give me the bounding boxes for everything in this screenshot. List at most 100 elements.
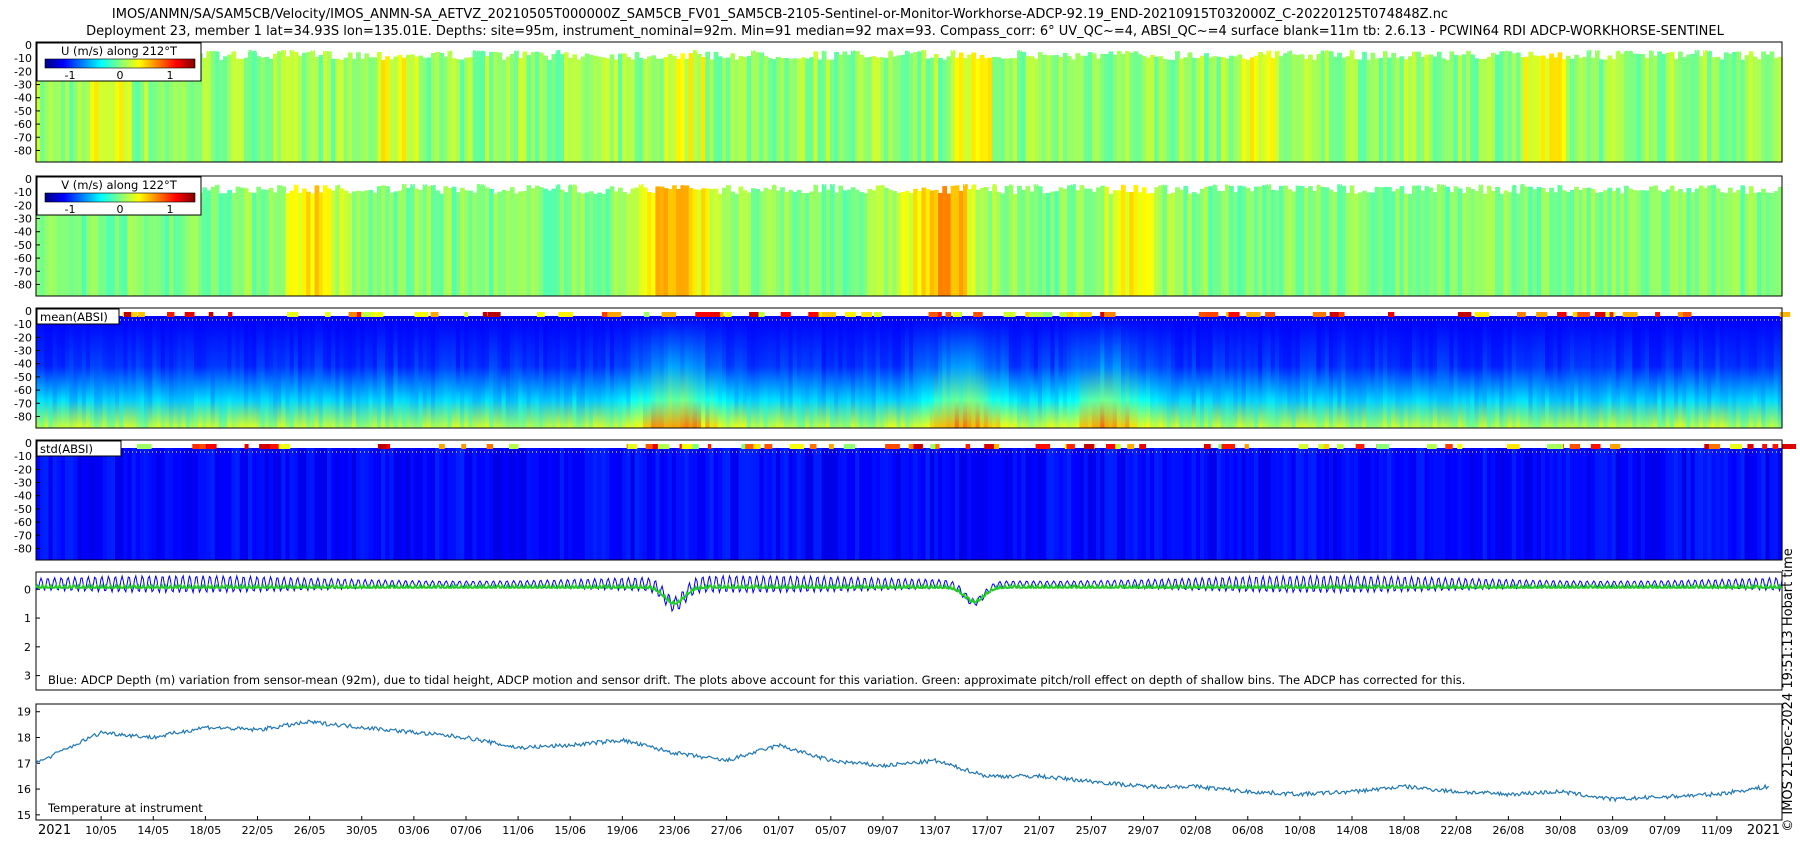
heatmap-cell — [1478, 59, 1484, 162]
heatmap-cell — [144, 448, 149, 560]
y-tick-label: -70 — [14, 529, 32, 542]
heatmap-cell — [950, 50, 956, 162]
heatmap-cell — [1312, 59, 1317, 162]
heatmap-cell — [285, 448, 291, 560]
heatmap-cell — [805, 58, 810, 162]
panel-frame — [35, 307, 1783, 429]
surface-noise-cell — [1228, 312, 1240, 317]
heatmap-cell — [846, 54, 852, 162]
heatmap-cell — [551, 54, 557, 162]
heatmap-cell — [339, 59, 345, 162]
heatmap-cell — [1511, 53, 1517, 162]
heatmap-cell — [1644, 448, 1650, 560]
heatmap-cell — [460, 59, 465, 162]
heatmap-cell — [813, 184, 819, 296]
heatmap-cell — [1736, 189, 1742, 296]
heatmap-cell — [1711, 316, 1717, 428]
heatmap-cell — [655, 448, 661, 560]
heatmap-cell — [1540, 188, 1546, 296]
heatmap-cell — [539, 316, 544, 428]
heatmap-cell — [231, 51, 237, 162]
heatmap-cell — [472, 50, 478, 162]
surface-noise-cell — [124, 312, 132, 317]
heatmap-cell — [90, 56, 95, 162]
heatmap-cell — [792, 191, 798, 296]
heatmap-cell — [879, 448, 885, 560]
surface-noise-cell — [1084, 444, 1094, 449]
heatmap-cell — [1777, 316, 1783, 428]
heatmap-cell — [385, 56, 390, 162]
pitch-roll-series — [35, 583, 1782, 605]
y-tick-label: -20 — [14, 65, 32, 78]
heatmap-cell — [364, 448, 370, 560]
heatmap-cell — [1012, 194, 1018, 296]
heatmap-cell — [921, 448, 927, 560]
heatmap-cell — [514, 50, 519, 162]
heatmap-cell — [302, 316, 307, 428]
heatmap-cell — [701, 188, 706, 296]
heatmap-cell — [746, 316, 752, 428]
heatmap-cell — [1748, 186, 1754, 296]
heatmap-cell — [1407, 316, 1413, 428]
heatmap-cell — [775, 316, 781, 428]
heatmap-cell — [1062, 188, 1068, 296]
heatmap-cell — [1353, 316, 1359, 428]
surface-noise-cell — [1204, 444, 1211, 449]
heatmap-cell — [705, 51, 711, 163]
surface-noise-cell — [692, 444, 699, 449]
surface-noise-cell — [1507, 444, 1520, 449]
heatmap-cell — [1046, 192, 1051, 296]
heatmap-cell — [1432, 316, 1438, 428]
heatmap-cell — [1037, 52, 1043, 162]
heatmap-cell — [123, 50, 129, 162]
heatmap-cell — [576, 316, 582, 428]
heatmap-cell — [1632, 448, 1638, 560]
heatmap-cell — [1553, 316, 1559, 428]
x-tick-label: 10/05 — [85, 824, 117, 837]
heatmap-cell — [1100, 53, 1105, 162]
heatmap-cell — [825, 316, 831, 428]
heatmap-cell — [842, 51, 848, 162]
heatmap-cell — [1690, 53, 1696, 162]
heatmap-cell — [888, 50, 893, 163]
heatmap-cell — [1449, 192, 1455, 296]
heatmap-cell — [925, 58, 931, 163]
heatmap-cell — [938, 316, 943, 428]
heatmap-cell — [688, 316, 694, 428]
surface-noise-cell — [601, 312, 612, 317]
heatmap-cell — [310, 193, 316, 296]
heatmap-cell — [547, 316, 553, 428]
y-tick-label: -50 — [14, 371, 32, 384]
heatmap-cell — [1262, 54, 1268, 162]
heatmap-cell — [588, 448, 594, 560]
x-tick-label: 01/07 — [763, 824, 795, 837]
heatmap-cell — [302, 448, 307, 560]
heatmap-cell — [414, 448, 420, 560]
heatmap-cell — [1474, 448, 1480, 560]
heatmap-cell — [1249, 57, 1255, 162]
heatmap-cell — [1711, 57, 1717, 163]
heatmap-cell — [356, 190, 361, 296]
heatmap-cell — [1528, 316, 1534, 428]
heatmap-cell — [875, 57, 881, 163]
heatmap-cell — [788, 316, 794, 428]
heatmap-cell — [896, 192, 902, 296]
heatmap-cell — [81, 51, 87, 163]
heatmap-cell — [372, 57, 378, 162]
heatmap-cell — [1200, 55, 1205, 162]
surface-noise-cell — [724, 312, 732, 317]
heatmap-cell — [763, 448, 769, 560]
heatmap-cell — [1362, 190, 1367, 296]
heatmap-cell — [1121, 448, 1126, 560]
heatmap-cell — [1075, 316, 1081, 428]
heatmap-cell — [1312, 316, 1317, 428]
heatmap-cell — [1357, 316, 1363, 428]
colorbar-tick: 1 — [167, 203, 174, 216]
heatmap-cell — [339, 448, 345, 560]
heatmap-cell — [235, 58, 241, 162]
heatmap-cell — [339, 316, 345, 428]
heatmap-cell — [1033, 184, 1039, 296]
heatmap-cell — [1536, 186, 1542, 296]
heatmap-cell — [1125, 191, 1130, 296]
